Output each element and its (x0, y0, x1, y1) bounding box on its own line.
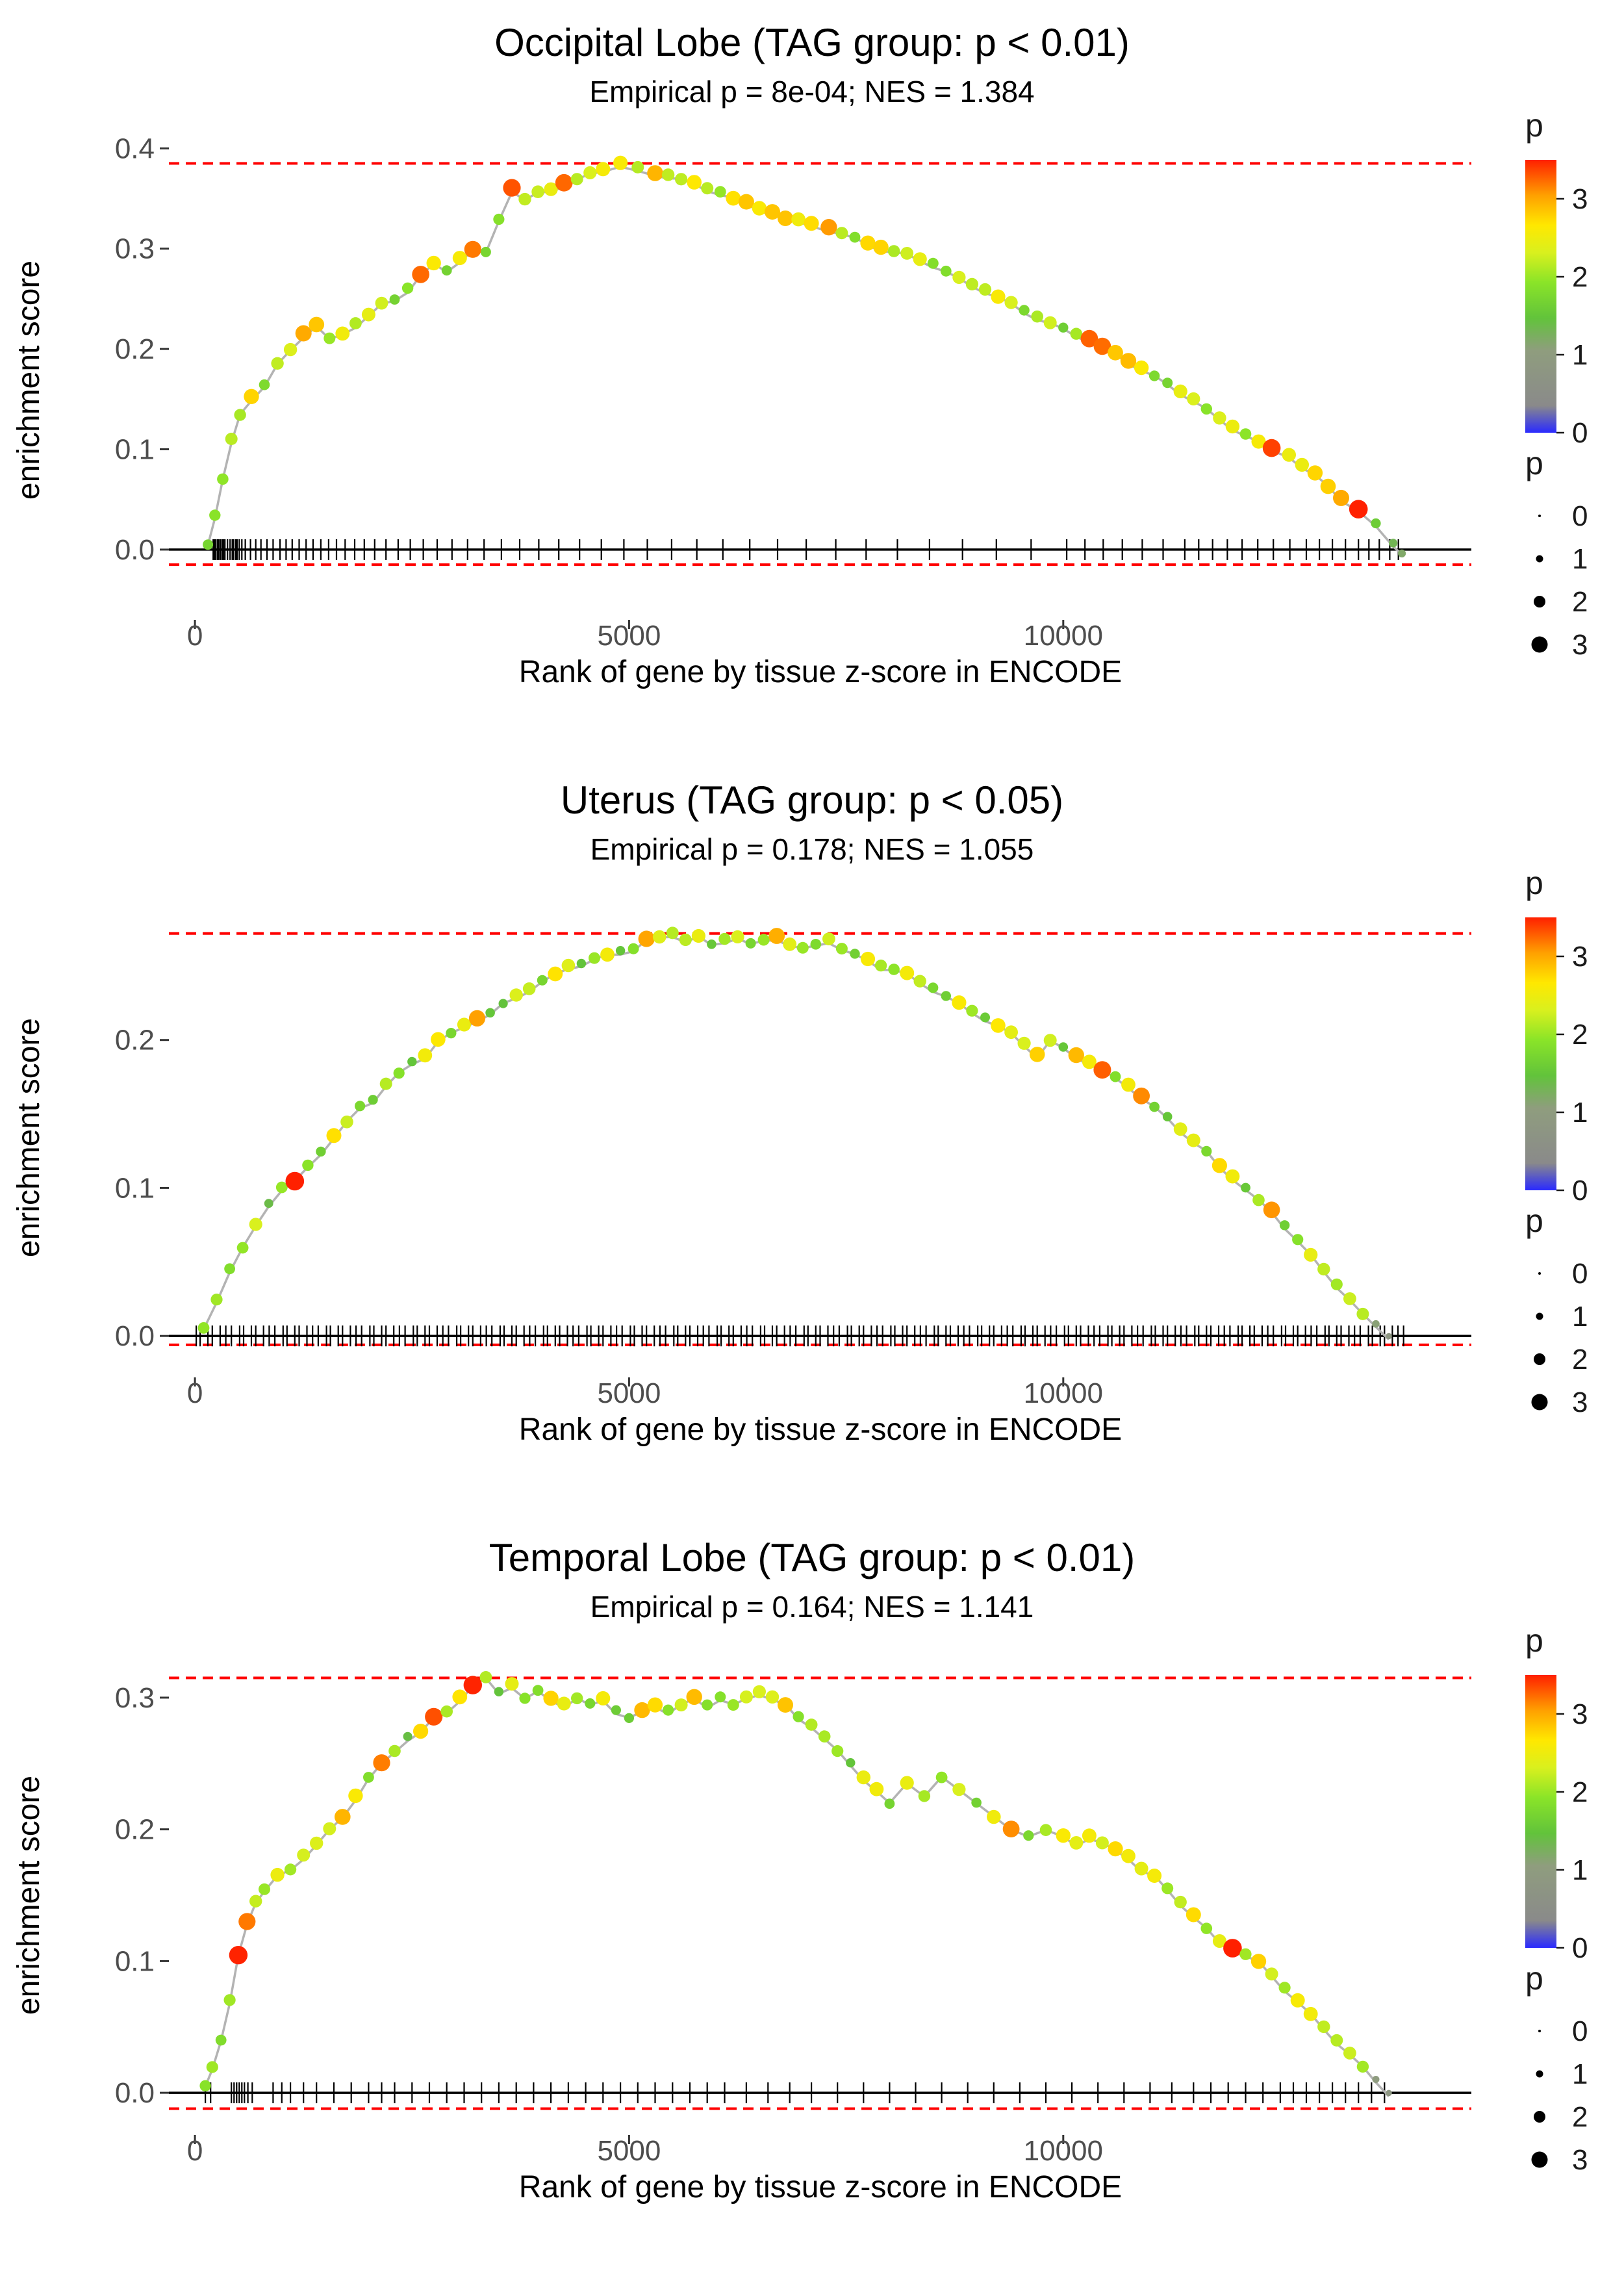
panel-occipital-lobe: Occipital Lobe (TAG group: p < 0.01) Emp… (0, 0, 1624, 758)
color-legend: p 3 2 1 0 (1525, 865, 1588, 1207)
svg-text:0.2: 0.2 (115, 333, 155, 365)
color-legend: p 3 2 1 0 (1525, 107, 1588, 449)
size-legend: p0 1 2 3 (1525, 1203, 1588, 1418)
svg-text:2: 2 (1572, 261, 1588, 293)
svg-text:0.1: 0.1 (115, 1172, 155, 1204)
svg-text:2: 2 (1572, 1344, 1588, 1375)
gene-rug (205, 2082, 1386, 2104)
gene-rug (196, 1325, 1404, 1347)
svg-text:10000: 10000 (1024, 1377, 1103, 1409)
color-legend: p 3 2 1 0 (1525, 1622, 1588, 1964)
svg-text:10000: 10000 (1024, 2135, 1103, 2167)
svg-text:0: 0 (187, 2135, 203, 2167)
running-score-points (197, 926, 1392, 1340)
svg-text:2: 2 (1572, 1776, 1588, 1808)
x-axis-title: Rank of gene by tissue z-score in ENCODE (519, 2170, 1122, 2204)
svg-text:1: 1 (1572, 1301, 1588, 1333)
color-legend-title: p (1525, 1623, 1543, 1659)
svg-text:5000: 5000 (597, 1377, 661, 1409)
svg-text:1: 1 (1572, 1854, 1588, 1886)
x-axis-title: Rank of gene by tissue z-score in ENCODE (519, 1412, 1122, 1447)
svg-text:0: 0 (187, 1377, 203, 1409)
svg-text:1: 1 (1572, 339, 1588, 371)
svg-text:0: 0 (187, 620, 203, 652)
panel-title: Uterus (TAG group: p < 0.05) (560, 778, 1064, 822)
x-axis: 0 5000 10000 (187, 620, 1103, 652)
svg-text:3: 3 (1572, 1386, 1588, 1418)
color-legend-title: p (1525, 865, 1543, 901)
x-axis: 0 5000 10000 (187, 2135, 1103, 2167)
size-legend: p0 1 2 3 (1525, 1960, 1588, 2176)
svg-text:1: 1 (1572, 543, 1588, 575)
svg-text:0.2: 0.2 (115, 1025, 155, 1056)
svg-text:2: 2 (1572, 586, 1588, 618)
running-score-line (202, 935, 1390, 1341)
color-legend-bar (1525, 160, 1556, 433)
y-axis: 0.0 0.1 0.2 0.3 (115, 1682, 169, 2109)
x-axis: 0 5000 10000 (187, 1377, 1103, 1409)
running-score-points (203, 155, 1406, 557)
panel-uterus: Uterus (TAG group: p < 0.05) Empirical p… (0, 758, 1624, 1515)
svg-text:0: 0 (1572, 417, 1588, 449)
svg-text:0.2: 0.2 (115, 1814, 155, 1846)
svg-text:0: 0 (1572, 500, 1588, 532)
size-legend-title: p (1525, 445, 1543, 481)
y-axis-title: enrichment score (12, 261, 46, 500)
y-axis-title: enrichment score (12, 1018, 46, 1257)
y-axis: 0.0 0.1 0.2 (115, 1025, 169, 1352)
panel-subtitle: Empirical p = 0.178; NES = 1.055 (590, 832, 1034, 866)
panel-temporal-lobe: Temporal Lobe (TAG group: p < 0.01) Empi… (0, 1515, 1624, 2273)
y-axis-title: enrichment score (12, 1776, 46, 2015)
y-axis: 0.0 0.1 0.2 0.3 0.4 (115, 133, 169, 566)
svg-text:2: 2 (1572, 2101, 1588, 2133)
svg-text:2: 2 (1572, 1019, 1588, 1051)
svg-text:0.3: 0.3 (115, 1682, 155, 1714)
svg-text:0.4: 0.4 (115, 133, 155, 164)
svg-text:3: 3 (1572, 183, 1588, 215)
panel-title: Occipital Lobe (TAG group: p < 0.01) (494, 21, 1130, 64)
svg-text:0.0: 0.0 (115, 1320, 155, 1352)
svg-text:0.1: 0.1 (115, 434, 155, 466)
svg-text:1: 1 (1572, 1097, 1588, 1129)
svg-text:3: 3 (1572, 2144, 1588, 2176)
size-legend-title: p (1525, 1960, 1543, 1997)
size-legend-title: p (1525, 1203, 1543, 1239)
svg-text:0.0: 0.0 (115, 2077, 155, 2109)
panel-subtitle: Empirical p = 0.164; NES = 1.141 (590, 1590, 1034, 1624)
svg-text:5000: 5000 (597, 620, 661, 652)
svg-text:1: 1 (1572, 2058, 1588, 2090)
svg-text:3: 3 (1572, 1698, 1588, 1730)
svg-text:0.3: 0.3 (115, 233, 155, 265)
color-legend-title: p (1525, 108, 1543, 144)
panel-subtitle: Empirical p = 8e-04; NES = 1.384 (589, 75, 1035, 109)
panel-title: Temporal Lobe (TAG group: p < 0.01) (488, 1536, 1136, 1579)
svg-text:0: 0 (1572, 1932, 1588, 1964)
svg-text:0.0: 0.0 (115, 534, 155, 566)
running-score-points (199, 1671, 1392, 2097)
gene-rug (212, 539, 1399, 560)
running-score-line (204, 1676, 1390, 2097)
svg-text:5000: 5000 (597, 2135, 661, 2167)
color-legend-bar (1525, 1675, 1556, 1948)
color-legend-bar (1525, 917, 1556, 1190)
size-legend: p0 1 2 3 (1525, 445, 1588, 661)
svg-text:10000: 10000 (1024, 620, 1103, 652)
svg-text:3: 3 (1572, 629, 1588, 661)
svg-text:0: 0 (1572, 1258, 1588, 1290)
x-axis-title: Rank of gene by tissue z-score in ENCODE (519, 655, 1122, 689)
svg-text:3: 3 (1572, 941, 1588, 973)
svg-text:0: 0 (1572, 2015, 1588, 2047)
svg-text:0: 0 (1572, 1175, 1588, 1207)
svg-text:0.1: 0.1 (115, 1945, 155, 1977)
